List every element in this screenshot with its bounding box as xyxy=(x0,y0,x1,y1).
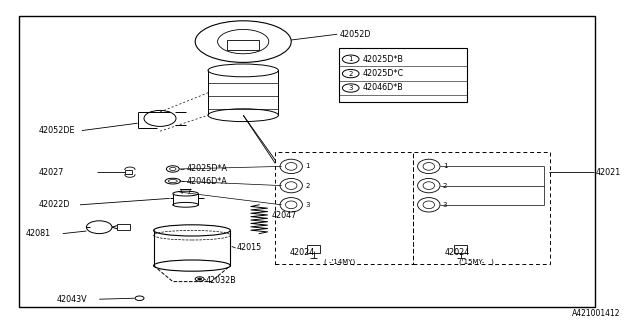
Text: 42015: 42015 xyxy=(237,244,262,252)
Bar xyxy=(307,245,320,253)
Text: 42022D: 42022D xyxy=(38,200,70,209)
Text: 42081: 42081 xyxy=(26,229,51,238)
Text: 2: 2 xyxy=(305,183,310,188)
Text: 1: 1 xyxy=(443,164,447,169)
Bar xyxy=(125,170,132,174)
Text: 42052DE: 42052DE xyxy=(38,126,75,135)
Text: 42052D: 42052D xyxy=(339,30,371,39)
Circle shape xyxy=(198,278,202,280)
Text: 2: 2 xyxy=(443,183,447,188)
Text: 3: 3 xyxy=(348,85,353,91)
Bar xyxy=(275,152,413,264)
Text: 42021: 42021 xyxy=(595,168,620,177)
Text: 42024: 42024 xyxy=(445,248,470,257)
Text: 42047: 42047 xyxy=(272,212,297,220)
Text: 42025D*B: 42025D*B xyxy=(362,55,403,64)
Text: 3: 3 xyxy=(305,202,310,208)
Bar xyxy=(454,245,467,253)
Bar xyxy=(413,152,550,264)
Text: 1: 1 xyxy=(305,164,310,169)
Text: 42046D*B: 42046D*B xyxy=(362,84,403,92)
Text: 42024: 42024 xyxy=(290,248,315,257)
Text: 42025D*A: 42025D*A xyxy=(187,164,228,173)
Bar xyxy=(339,48,467,102)
Text: 42043V: 42043V xyxy=(56,295,87,304)
Text: 2: 2 xyxy=(349,71,353,76)
Text: 42032B: 42032B xyxy=(206,276,237,285)
Text: 42046D*A: 42046D*A xyxy=(187,177,228,186)
Text: A421001412: A421001412 xyxy=(572,309,621,318)
Text: 3: 3 xyxy=(443,202,447,208)
Bar xyxy=(117,224,130,230)
Text: ( -'14MY): ( -'14MY) xyxy=(324,259,355,265)
Bar xyxy=(227,40,259,50)
Text: ('15MY-   ): ('15MY- ) xyxy=(460,259,494,265)
Text: 42025D*C: 42025D*C xyxy=(362,69,403,78)
Text: 1: 1 xyxy=(348,56,353,62)
Text: 42027: 42027 xyxy=(38,168,64,177)
